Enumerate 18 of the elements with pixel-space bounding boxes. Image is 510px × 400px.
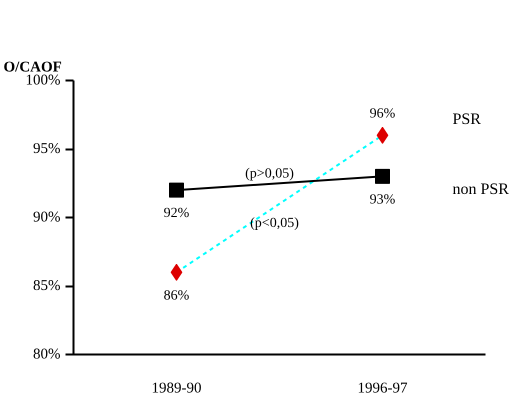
- annotation: (p>0,05): [245, 166, 294, 182]
- y-tick-label: 80%: [33, 346, 61, 362]
- text: non PSR: [452, 180, 510, 198]
- y-tick-label: 85%: [33, 278, 61, 294]
- x-tick-label: 1996-97: [358, 380, 408, 396]
- text: PSR: [452, 110, 482, 128]
- y-tick-label: 100%: [26, 72, 61, 88]
- data-label: 96%: [370, 106, 396, 122]
- chart-title: O/CAOF: [4, 60, 62, 76]
- data-label: 93%: [370, 192, 396, 208]
- data-label: 92%: [164, 206, 190, 222]
- annotation: (p<0,05): [250, 216, 300, 231]
- y-tick-label: 95%: [33, 141, 61, 157]
- point: [375, 168, 390, 184]
- data-label: 86%: [164, 288, 190, 304]
- y-tick-label: 90%: [33, 210, 61, 226]
- x-tick-label: 1989-90: [152, 380, 202, 396]
- point: [169, 182, 184, 198]
